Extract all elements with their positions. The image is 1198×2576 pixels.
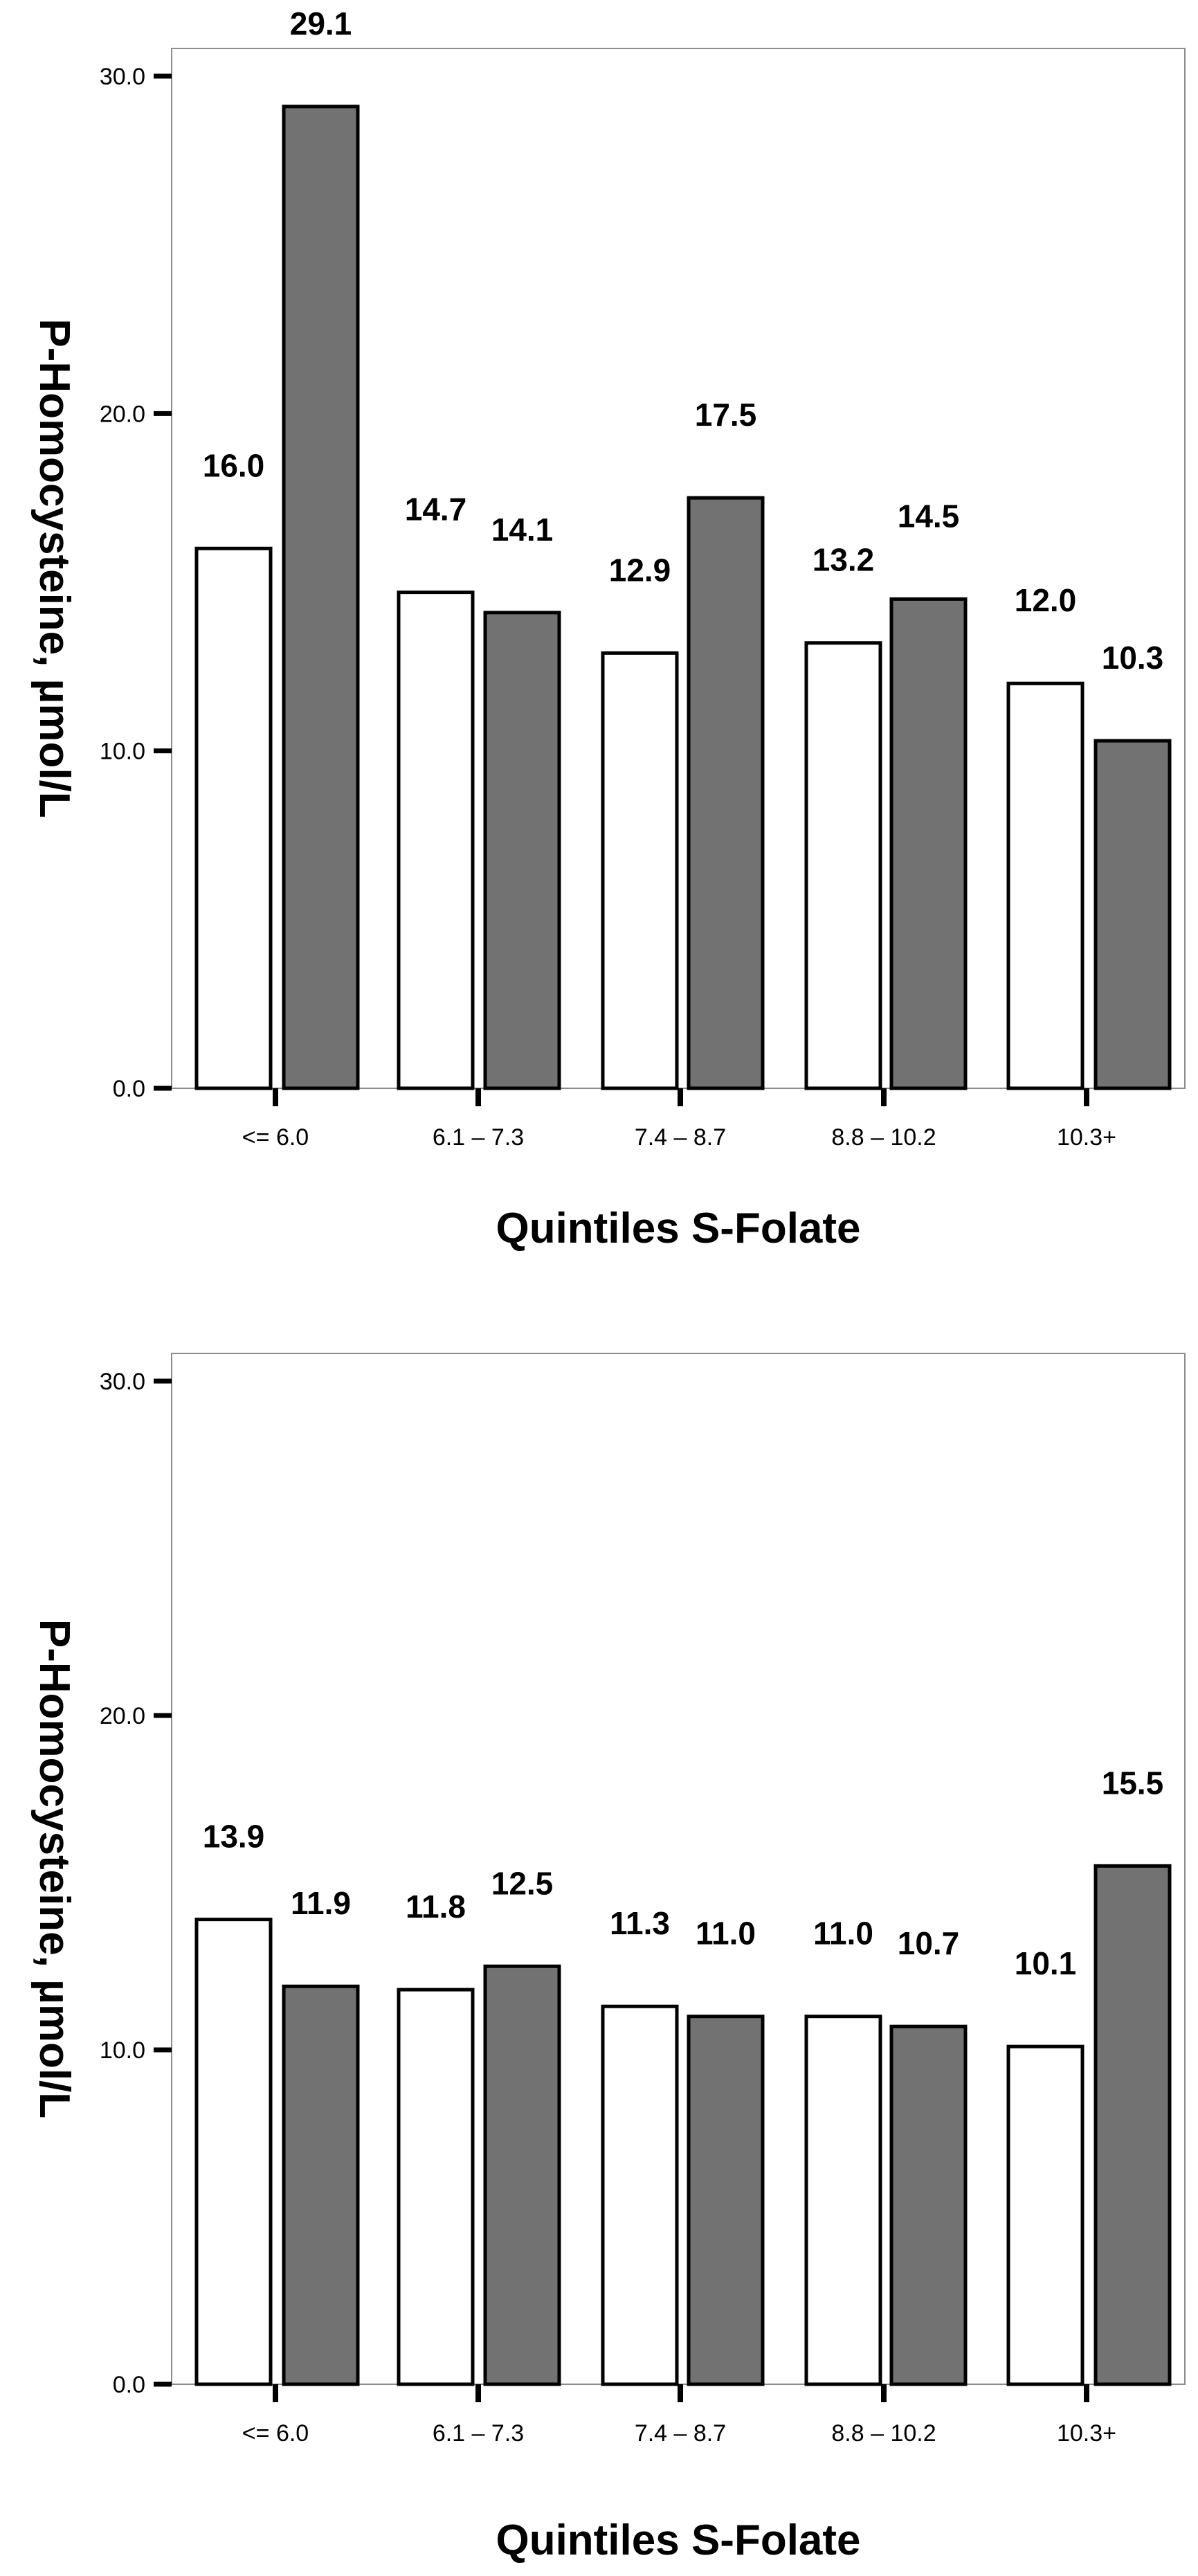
bar-grey xyxy=(889,597,968,1090)
y-axis-title: P-Homocysteine, µmol/L xyxy=(30,318,78,818)
x-axis-title: Quintiles S-Folate xyxy=(496,1205,860,1252)
y-tick-label: 0.0 xyxy=(113,1076,145,1102)
data-label: 14.1 xyxy=(491,512,554,548)
bar-white xyxy=(1006,681,1084,1090)
chart-panel-2: 0.0 10.0 20.0 30.0 <= 6.0 6.1 – 7.3 7.4 – 8.7 8… xyxy=(30,1353,1186,2564)
x-tick-label: 10.3+ xyxy=(1057,1124,1116,1151)
data-label: 11.9 xyxy=(291,1885,351,1921)
data-label: 11.0 xyxy=(813,1916,873,1952)
data-label: 12.5 xyxy=(491,1865,554,1901)
bar-white xyxy=(804,2015,882,2386)
y-tick-label: 30.0 xyxy=(100,1369,145,1395)
x-tick-label: 8.8 – 10.2 xyxy=(831,1124,936,1151)
bar-grey xyxy=(483,611,561,1090)
y-tick-label: 30.0 xyxy=(100,64,145,90)
data-label: 10.1 xyxy=(1015,1945,1077,1981)
data-label: 29.1 xyxy=(290,6,352,42)
x-tick-label: <= 6.0 xyxy=(242,1124,309,1151)
x-tick-label: 8.8 – 10.2 xyxy=(831,2420,936,2447)
data-label: 11.8 xyxy=(406,1889,466,1925)
bar-white xyxy=(397,1988,475,2386)
data-label: 14.5 xyxy=(898,498,960,534)
y-axis-title: P-Homocysteine, µmol/L xyxy=(30,1619,78,2118)
x-tick-label: 6.1 – 7.3 xyxy=(433,1124,524,1151)
data-label: 13.2 xyxy=(813,542,875,578)
bar-grey xyxy=(282,1984,360,2386)
bar-white xyxy=(804,641,882,1090)
y-tick-label: 20.0 xyxy=(100,1703,145,1729)
data-label: 17.5 xyxy=(695,397,757,433)
bar-white xyxy=(397,591,475,1090)
bar-grey xyxy=(687,496,765,1090)
bar-white xyxy=(601,2004,679,2386)
data-label: 12.0 xyxy=(1015,582,1077,618)
x-tick-label: 6.1 – 7.3 xyxy=(433,2420,524,2447)
bar-grey xyxy=(1093,739,1172,1090)
x-axis-title: Quintiles S-Folate xyxy=(496,2516,860,2564)
bar-grey xyxy=(483,1964,561,2386)
bar-grey xyxy=(282,105,360,1090)
x-tick-label: <= 6.0 xyxy=(242,2420,309,2447)
chart-panel-1: 0.0 10.0 20.0 30.0 <= 6.0 6.1 – 7.3 7.4 – 8.7 8… xyxy=(30,6,1186,1252)
y-tick-label: 10.0 xyxy=(100,739,145,765)
data-label: 12.9 xyxy=(609,552,671,588)
bar-white xyxy=(1006,2044,1084,2386)
bar-white xyxy=(601,651,679,1090)
y-tick-label: 0.0 xyxy=(113,2372,145,2398)
data-label: 16.0 xyxy=(203,447,265,483)
data-label: 15.5 xyxy=(1102,1765,1164,1801)
bar-grey xyxy=(889,2024,968,2386)
x-tick-label: 10.3+ xyxy=(1057,2420,1116,2447)
x-tick-label: 7.4 – 8.7 xyxy=(635,1124,726,1151)
x-tick-label: 7.4 – 8.7 xyxy=(635,2420,726,2447)
bar-white xyxy=(194,546,273,1090)
bar-white xyxy=(194,1918,273,2386)
y-tick-label: 10.0 xyxy=(100,2037,145,2064)
data-label: 14.7 xyxy=(405,492,467,528)
data-label: 11.0 xyxy=(696,1916,756,1952)
data-label: 10.3 xyxy=(1102,640,1164,676)
data-label: 13.9 xyxy=(203,1819,265,1855)
bar-grey xyxy=(687,2015,765,2386)
bar-grey xyxy=(1093,1864,1172,2386)
data-label: 10.7 xyxy=(898,1925,960,1961)
data-label: 11.3 xyxy=(610,1905,670,1941)
y-tick-label: 20.0 xyxy=(100,401,145,427)
